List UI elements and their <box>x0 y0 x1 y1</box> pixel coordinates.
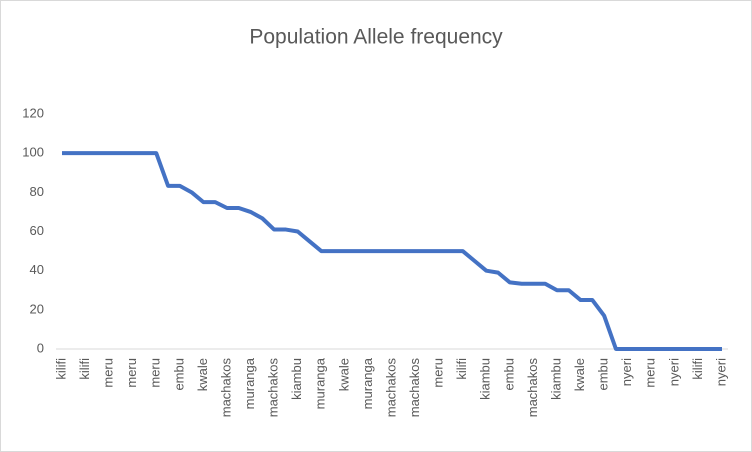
y-tick-label: 20 <box>30 301 44 316</box>
x-tick-label: kwale <box>195 358 210 391</box>
y-tick-label: 120 <box>22 105 44 120</box>
y-tick-label: 0 <box>37 340 44 355</box>
y-tick-label: 60 <box>30 223 44 238</box>
x-tick-label: nyeri <box>619 358 634 386</box>
x-tick-label: kilifi <box>53 358 68 380</box>
x-tick-label: kiambu <box>548 358 563 400</box>
x-tick-label: nyeri <box>713 358 728 386</box>
x-tick-label: kilifi <box>690 358 705 380</box>
x-tick-label: kilifi <box>77 358 92 380</box>
x-tick-label: machakos <box>266 358 281 418</box>
x-tick-label: meru <box>431 358 446 388</box>
x-tick-label: meru <box>101 358 116 388</box>
x-tick-label: kiambu <box>478 358 493 400</box>
x-tick-label: embu <box>171 358 186 391</box>
x-tick-label: muranga <box>313 357 328 409</box>
x-tick-label: kiambu <box>289 358 304 400</box>
x-tick-label: meru <box>124 358 139 388</box>
x-tick-label: meru <box>643 358 658 388</box>
x-tick-label: machakos <box>525 358 540 418</box>
x-tick-label: meru <box>148 358 163 388</box>
x-tick-label: machakos <box>218 358 233 418</box>
x-tick-label: kwale <box>336 358 351 391</box>
x-tick-label: machakos <box>407 358 422 418</box>
x-tick-label: machakos <box>383 358 398 418</box>
x-tick-label: nyeri <box>666 358 681 386</box>
y-tick-label: 80 <box>30 184 44 199</box>
x-tick-label: muranga <box>242 357 257 409</box>
chart-title: Population Allele frequency <box>249 26 503 49</box>
x-tick-label: embu <box>596 358 611 391</box>
x-tick-label: embu <box>501 358 516 391</box>
y-tick-label: 100 <box>22 145 44 160</box>
data-line <box>62 151 722 351</box>
x-tick-label: kilifi <box>454 358 469 380</box>
x-tick-label: muranga <box>360 357 375 409</box>
y-tick-label: 40 <box>30 262 44 277</box>
x-tick-label: kwale <box>572 358 587 391</box>
